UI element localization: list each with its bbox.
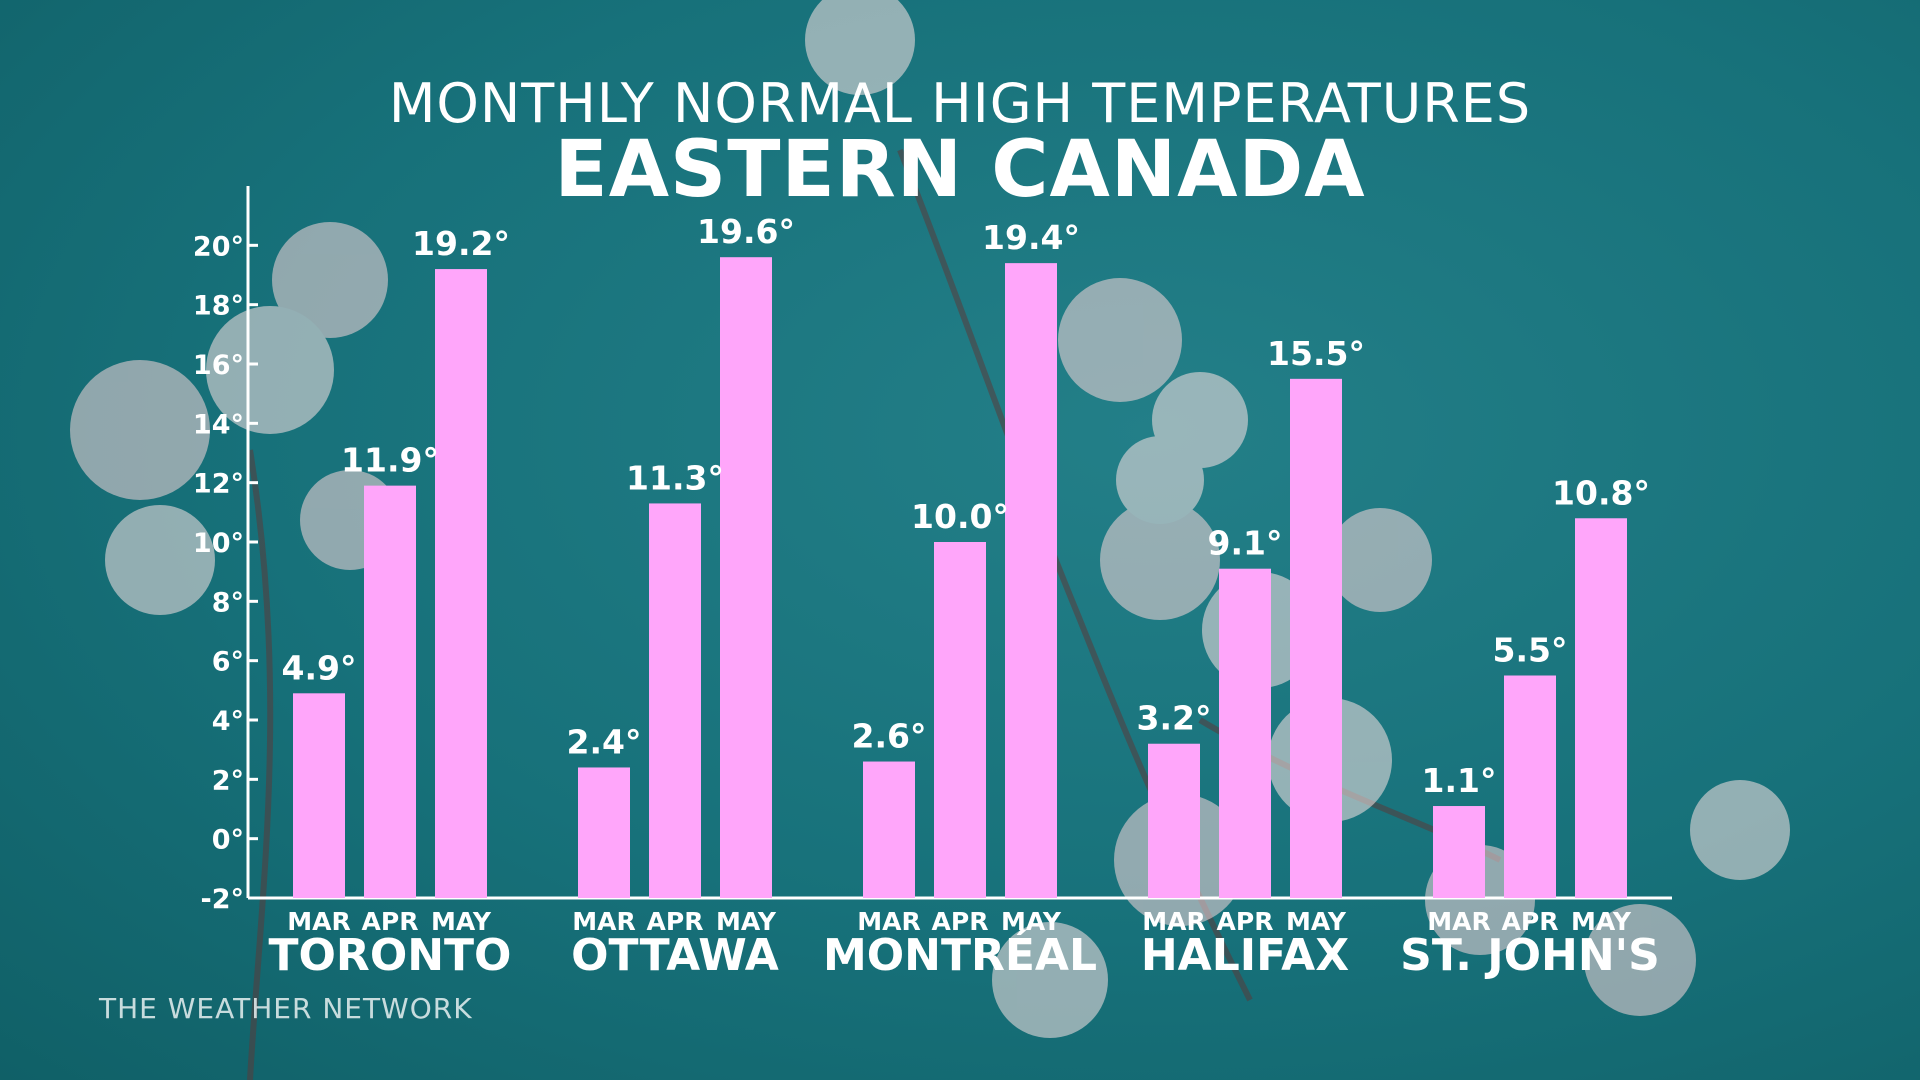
bar-value-label: 19.2°: [412, 224, 510, 263]
month-label: MAR: [287, 907, 350, 936]
month-label: MAR: [857, 907, 920, 936]
brand-watermark: THE WEATHER NETWORK: [99, 992, 473, 1025]
chart-title: EASTERN CANADA: [554, 125, 1366, 215]
y-tick-label: -2°: [201, 884, 245, 915]
bar-st-john-s-mar: [1433, 806, 1485, 898]
y-tick-label: 2°: [212, 765, 244, 796]
month-label: MAY: [1001, 907, 1062, 936]
bar-value-labels: 4.9° 11.9° 19.2° 2.4° 11.3° 19.6° 2.6° 10.0° 19.…: [282, 212, 1650, 800]
bar-ottawa-mar: [578, 767, 630, 898]
bar-value-label: 2.6°: [852, 717, 927, 756]
y-tick-label: 16°: [193, 350, 244, 381]
month-label: MAR: [1142, 907, 1205, 936]
y-tick-label: 20°: [193, 231, 244, 262]
bar-halifax-mar: [1148, 743, 1200, 898]
city-label: TORONTO: [269, 930, 512, 981]
y-axis-ticks: -2° 0° 2° 4° 6° 8° 10° 12° 14° 16° 18° 20°: [193, 231, 258, 915]
month-label: MAY: [431, 907, 492, 936]
y-tick-label: 8°: [212, 587, 244, 618]
y-tick-label: 14°: [193, 409, 244, 440]
y-tick-label: 0°: [212, 825, 244, 856]
month-label: APR: [647, 907, 704, 936]
month-label: MAR: [572, 907, 635, 936]
bar-halifax-may: [1290, 378, 1342, 898]
month-label: MAY: [716, 907, 777, 936]
month-label: APR: [362, 907, 419, 936]
chart-subtitle: MONTHLY NORMAL HIGH TEMPERATURES: [388, 72, 1532, 135]
month-label: MAR: [1427, 907, 1490, 936]
bar-ottawa-apr: [649, 503, 701, 898]
bar-toronto-apr: [364, 485, 416, 898]
bar-value-label: 9.1°: [1208, 524, 1283, 563]
month-label: MAY: [1571, 907, 1632, 936]
bar-value-label: 11.3°: [626, 458, 724, 497]
city-label: ST. JOHN'S: [1400, 930, 1660, 981]
bar-value-label: 5.5°: [1493, 631, 1568, 670]
bar-ottawa-may: [720, 257, 772, 898]
bar-montr-al-may: [1005, 263, 1057, 899]
bar-value-label: 10.0°: [911, 497, 1009, 536]
y-tick-label: 10°: [193, 528, 244, 559]
city-label: HALIFAX: [1141, 930, 1349, 981]
bar-value-label: 19.4°: [982, 218, 1080, 257]
bar-st-john-s-apr: [1504, 675, 1556, 898]
month-label: MAY: [1286, 907, 1347, 936]
y-tick-label: 12°: [193, 469, 244, 500]
bar-value-label: 19.6°: [697, 212, 795, 251]
bar-value-label: 10.8°: [1552, 473, 1650, 512]
bar-value-label: 2.4°: [567, 722, 642, 761]
month-label: APR: [932, 907, 989, 936]
bar-toronto-may: [435, 269, 487, 899]
bar-toronto-mar: [293, 693, 345, 898]
bar-value-label: 1.1°: [1422, 761, 1497, 800]
bar-st-john-s-may: [1575, 518, 1627, 898]
month-label: APR: [1217, 907, 1274, 936]
bar-value-label: 15.5°: [1267, 334, 1365, 373]
bar-value-label: 4.9°: [282, 648, 357, 687]
bar-halifax-apr: [1219, 568, 1271, 898]
bar-value-label: 3.2°: [1137, 699, 1212, 738]
y-tick-label: 18°: [193, 291, 244, 322]
bar-montr-al-mar: [863, 761, 915, 898]
city-label: MONTRÉAL: [823, 928, 1097, 981]
month-label: APR: [1502, 907, 1559, 936]
bars: [293, 257, 1627, 899]
bar-value-label: 11.9°: [341, 441, 439, 480]
y-tick-label: 6°: [212, 647, 244, 678]
city-label: OTTAWA: [571, 930, 779, 981]
bar-montr-al-apr: [934, 542, 986, 898]
y-tick-label: 4°: [212, 706, 244, 737]
